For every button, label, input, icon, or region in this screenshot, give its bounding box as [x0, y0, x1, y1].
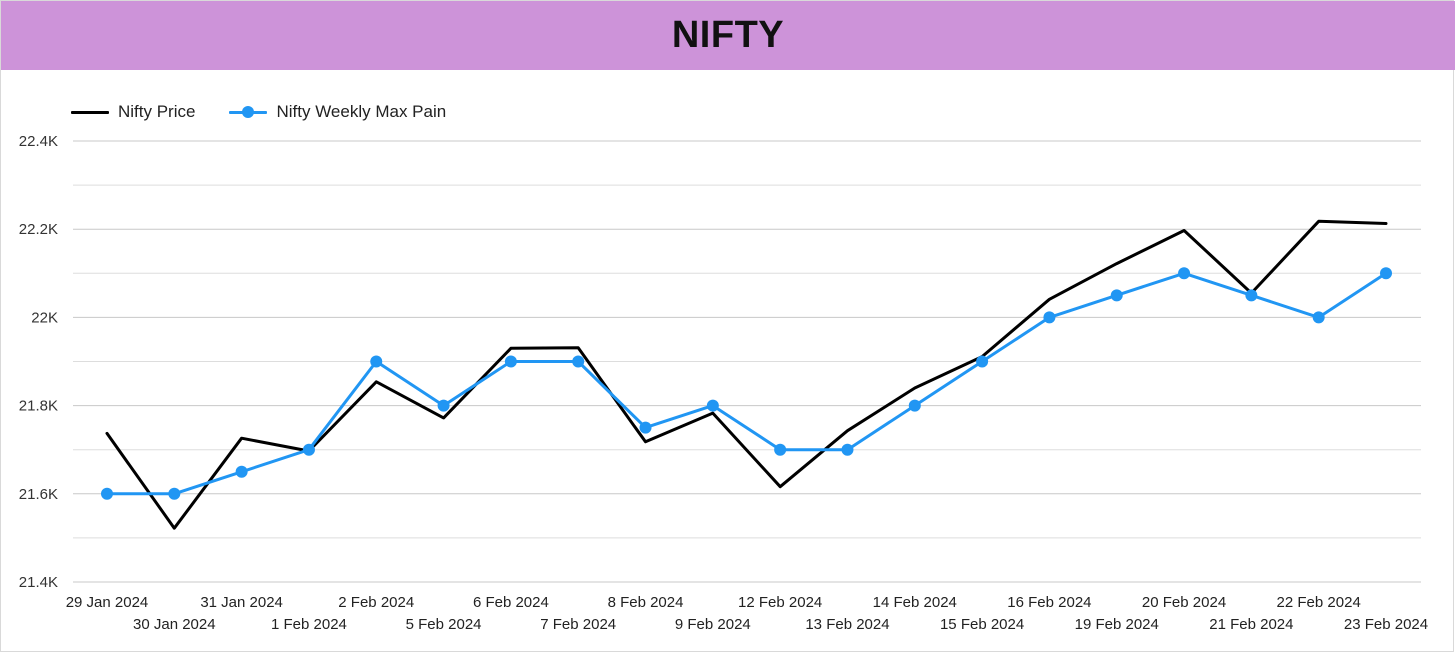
y-tick-label: 21.6K [19, 486, 58, 503]
series-line-nifty-price [105, 219, 1388, 530]
data-point-max-pain[interactable] [1380, 267, 1392, 280]
data-point-max-pain[interactable] [706, 399, 719, 412]
data-point-max-pain[interactable] [1245, 289, 1258, 302]
x-tick-label: 16 Feb 2024 [1007, 594, 1091, 611]
x-tick-label: 21 Feb 2024 [1209, 616, 1293, 633]
data-point-max-pain[interactable] [774, 443, 787, 456]
chart-title: NIFTY [671, 14, 785, 56]
y-tick-label: 21.4K [19, 574, 58, 591]
data-point-max-pain[interactable] [437, 399, 450, 412]
legend-item-nifty-max-pain[interactable]: Nifty Weekly Max Pain [229, 102, 446, 122]
chart-header: NIFTY [1, 1, 1455, 70]
x-tick-label: 9 Feb 2024 [675, 616, 751, 633]
x-tick-label: 12 Feb 2024 [738, 594, 822, 611]
x-tick-label: 5 Feb 2024 [406, 616, 482, 633]
gridlines [73, 140, 1421, 583]
x-tick-label: 30 Jan 2024 [133, 616, 216, 633]
chart-legend: Nifty Price Nifty Weekly Max Pain [71, 99, 480, 125]
x-tick-label: 15 Feb 2024 [940, 616, 1024, 633]
y-tick-label: 22.4K [19, 133, 58, 150]
x-tick-label: 2 Feb 2024 [338, 594, 414, 611]
data-point-max-pain[interactable] [370, 355, 383, 368]
x-tick-label: 23 Feb 2024 [1344, 616, 1428, 633]
y-tick-label: 22K [31, 309, 58, 326]
x-tick-label: 13 Feb 2024 [805, 616, 889, 633]
x-axis-ticks: 29 Jan 2024 30 Jan 2024 31 Jan 2024 1 Feb 2… [66, 594, 1428, 633]
series-layer [101, 219, 1392, 530]
y-tick-label: 21.8K [19, 398, 58, 415]
x-tick-label: 6 Feb 2024 [473, 594, 549, 611]
data-point-max-pain[interactable] [302, 443, 315, 456]
legend-swatch-nifty-price [71, 105, 109, 119]
data-point-max-pain[interactable] [976, 355, 989, 368]
data-point-max-pain[interactable] [1110, 289, 1123, 302]
data-point-max-pain[interactable] [841, 443, 854, 456]
x-tick-label: 7 Feb 2024 [540, 616, 616, 633]
x-tick-label: 14 Feb 2024 [873, 594, 957, 611]
x-tick-label: 20 Feb 2024 [1142, 594, 1226, 611]
y-tick-label: 22.2K [19, 221, 58, 238]
data-point-max-pain[interactable] [168, 487, 181, 500]
x-tick-label: 1 Feb 2024 [271, 616, 347, 633]
legend-swatch-nifty-max-pain [229, 105, 268, 119]
data-point-max-pain[interactable] [101, 487, 113, 500]
data-point-max-pain[interactable] [1043, 311, 1056, 324]
legend-item-nifty-price[interactable]: Nifty Price [71, 102, 195, 122]
series-line-nifty-max-pain [105, 271, 1388, 496]
data-point-max-pain[interactable] [1178, 267, 1191, 280]
data-point-max-pain[interactable] [572, 355, 585, 368]
x-tick-label: 29 Jan 2024 [66, 594, 149, 611]
data-point-max-pain[interactable] [235, 465, 248, 478]
x-tick-label: 31 Jan 2024 [200, 594, 283, 611]
x-tick-label: 19 Feb 2024 [1075, 616, 1159, 633]
x-tick-label: 22 Feb 2024 [1277, 594, 1361, 611]
data-point-max-pain[interactable] [908, 399, 921, 412]
x-tick-label: 8 Feb 2024 [608, 594, 684, 611]
legend-label-nifty-max-pain: Nifty Weekly Max Pain [276, 102, 447, 121]
data-point-max-pain[interactable] [1312, 311, 1325, 324]
legend-label-nifty-price: Nifty Price [118, 102, 196, 121]
data-point-max-pain[interactable] [504, 355, 517, 368]
data-point-max-pain[interactable] [639, 421, 652, 434]
y-axis-ticks: 21.4K 21.6K 21.8K 22K 22.2K 22.4K [19, 133, 58, 591]
